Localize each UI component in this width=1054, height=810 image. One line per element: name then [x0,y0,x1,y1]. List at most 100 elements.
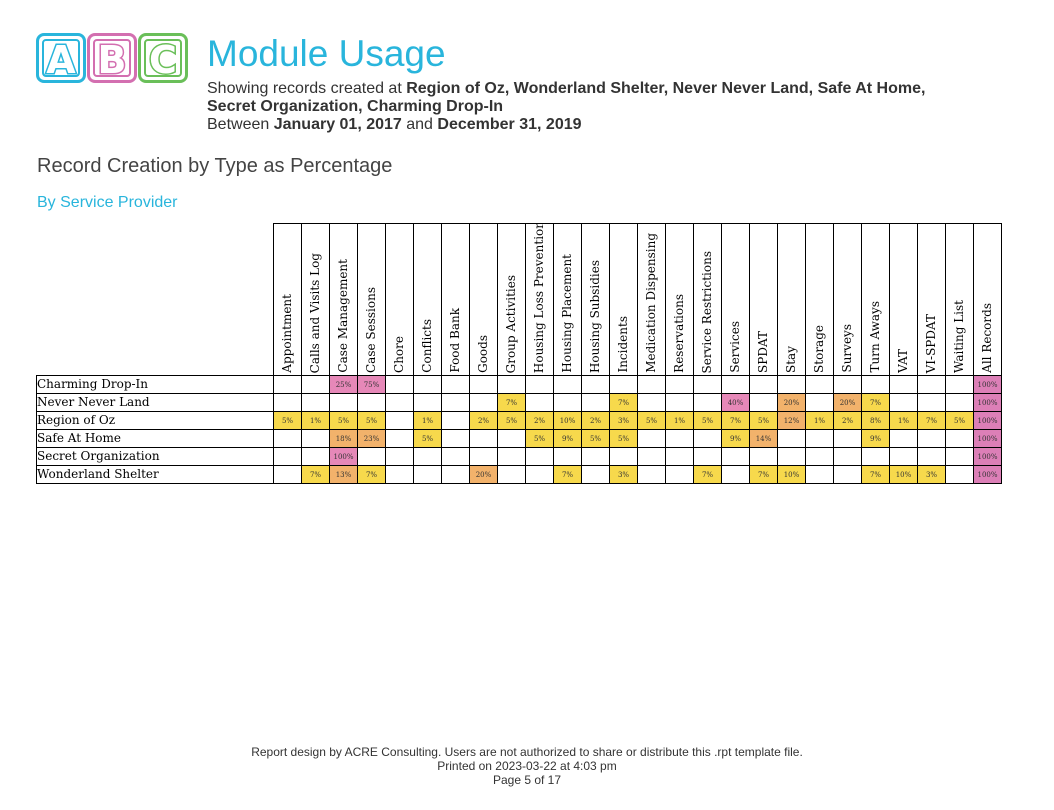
table-row: Secret Organization 100% 100% [36,447,1002,466]
table-cell: 100% [973,411,1002,430]
row-provider-label: Wonderland Shelter [36,465,274,484]
table-cell: 25% [329,375,358,394]
table-cell [805,465,834,484]
table-cell: 2% [581,411,610,430]
table-cell [721,375,750,394]
table-corner [36,223,274,376]
logo-letter-c: C [148,37,179,84]
column-header: Conflicts [413,223,442,376]
table-cell [805,447,834,466]
table-cell [917,393,946,412]
table-cell: 20% [833,393,862,412]
table-cell [945,375,974,394]
table-cell [497,465,526,484]
table-cell: 18% [329,429,358,448]
table-cell [385,447,414,466]
table-cell: 23% [357,429,386,448]
table-cell: 7% [749,465,778,484]
table-cell [889,375,918,394]
table-cell: 5% [749,411,778,430]
table-cell: 7% [693,465,722,484]
table-cell [441,411,470,430]
table-cell: 9% [861,429,890,448]
table-cell [581,375,610,394]
table-cell [889,447,918,466]
table-cell [749,447,778,466]
table-cell [665,393,694,412]
table-cell [581,465,610,484]
column-header-label: Case Management [336,259,350,373]
logo-block-a: A [36,33,86,84]
column-header: Food Bank [441,223,470,376]
table-cell [525,393,554,412]
table-cell: 10% [553,411,582,430]
table-cell [385,411,414,430]
column-header-label: Service Restrictions [700,250,714,374]
table-cell [581,447,610,466]
table-cell: 100% [329,447,358,466]
column-header: Chore [385,223,414,376]
column-header-label: Goods [476,335,490,373]
table-cell [553,375,582,394]
table-cell [833,375,862,394]
table-cell [469,447,498,466]
table-cell: 5% [273,411,302,430]
column-header: Housing Placement [553,223,582,376]
between-prefix: Between [207,116,274,133]
table-cell: 20% [777,393,806,412]
column-header: VI-SPDAT [917,223,946,376]
column-header-label: All Records [980,303,994,373]
table-cell: 5% [693,411,722,430]
table-cell [413,447,442,466]
table-header-row: Appointment Calls and Visits Log Case Mana… [36,223,1002,376]
column-header: Service Restrictions [693,223,722,376]
table-cell [273,429,302,448]
table-cell [357,447,386,466]
column-header: Group Activities [497,223,526,376]
table-cell [945,465,974,484]
table-cell: 2% [525,411,554,430]
table-cell: 7% [553,465,582,484]
footer-printed: Printed on 2023-03-22 at 4:03 pm [437,759,617,773]
column-header: All Records [973,223,1002,376]
table-cell: 5% [581,429,610,448]
table-cell [525,465,554,484]
column-header-label: Incidents [616,316,630,373]
table-cell [693,375,722,394]
table-cell [385,465,414,484]
table-cell: 9% [721,429,750,448]
column-header-label: Housing Loss Prevention [532,223,546,374]
row-provider-label: Region of Oz [36,411,274,430]
column-header: Surveys [833,223,862,376]
table-cell [273,447,302,466]
table-row: Region of Oz 5% 1% 5% 5% 1% 2% 5% 2% 10% 2% 3% 5% 1% 5… [36,411,1002,430]
table-cell [441,393,470,412]
table-cell [637,465,666,484]
table-cell: 3% [609,411,638,430]
table-cell: 3% [917,465,946,484]
column-header: Storage [805,223,834,376]
column-header-label: Medication Dispensing [644,233,658,373]
table-cell [441,429,470,448]
column-header-label: SPDAT [756,331,770,373]
column-header-label: Waiting List [952,300,966,373]
table-cell [301,393,330,412]
table-cell [777,375,806,394]
row-provider-label: Never Never Land [36,393,274,412]
table-cell [777,429,806,448]
column-header: Medication Dispensing [637,223,666,376]
table-cell [693,447,722,466]
table-cell: 1% [301,411,330,430]
table-cell [693,393,722,412]
table-cell [273,393,302,412]
table-cell: 100% [973,447,1002,466]
column-header: Case Sessions [357,223,386,376]
table-cell [861,375,890,394]
table-cell [301,429,330,448]
column-header: Stay [777,223,806,376]
subtitle-prefix: Showing records created at [207,80,407,97]
table-cell [553,447,582,466]
column-header: Services [721,223,750,376]
logo-letter-b: B [96,37,128,84]
table-cell: 7% [861,465,890,484]
